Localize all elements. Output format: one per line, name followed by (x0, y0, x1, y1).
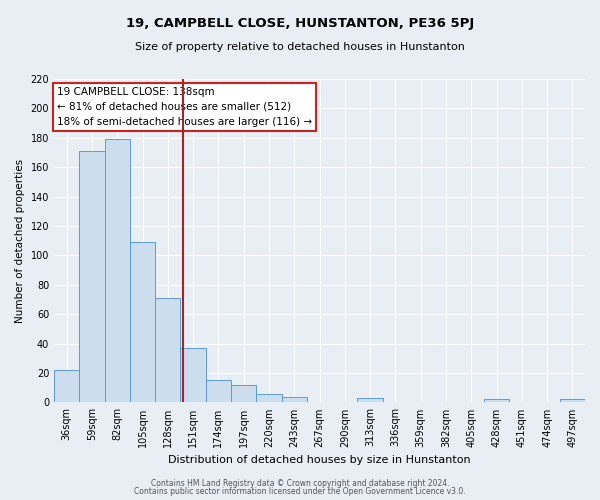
Bar (560, 400, 585, 402)
Bar (155, 298, 181, 403)
Bar (358, 398, 383, 402)
Bar (54, 370, 79, 402)
Bar (231, 385, 256, 402)
Y-axis label: Number of detached properties: Number of detached properties (15, 158, 25, 323)
X-axis label: Distribution of detached houses by size in Hunstanton: Distribution of detached houses by size … (168, 455, 471, 465)
Bar (281, 396, 307, 402)
Bar (484, 400, 509, 402)
Bar (256, 394, 281, 402)
Bar (181, 348, 206, 403)
Bar (79, 151, 104, 403)
Bar (130, 242, 155, 402)
Text: 19, CAMPBELL CLOSE, HUNSTANTON, PE36 5PJ: 19, CAMPBELL CLOSE, HUNSTANTON, PE36 5PJ (126, 18, 474, 30)
Text: Contains public sector information licensed under the Open Government Licence v3: Contains public sector information licen… (134, 487, 466, 496)
Text: Contains HM Land Registry data © Crown copyright and database right 2024.: Contains HM Land Registry data © Crown c… (151, 478, 449, 488)
Text: Size of property relative to detached houses in Hunstanton: Size of property relative to detached ho… (135, 42, 465, 52)
Bar (206, 380, 231, 402)
Bar (104, 140, 130, 402)
Text: 19 CAMPBELL CLOSE: 138sqm
← 81% of detached houses are smaller (512)
18% of semi: 19 CAMPBELL CLOSE: 138sqm ← 81% of detac… (56, 87, 312, 126)
